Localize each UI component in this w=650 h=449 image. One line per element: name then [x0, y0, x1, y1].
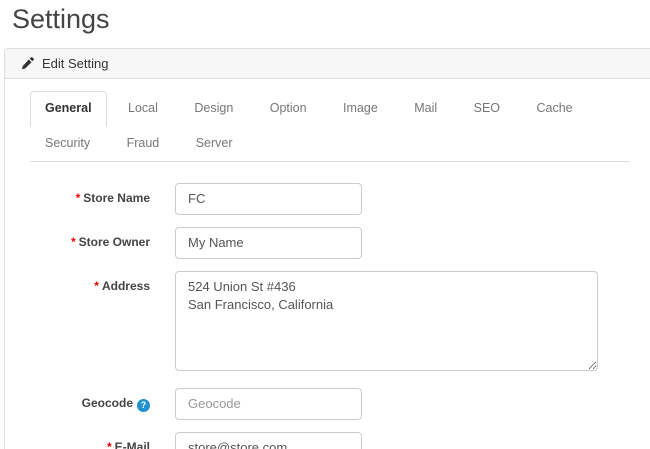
tab-general[interactable]: General	[30, 91, 107, 127]
form-group-geocode: Geocode?	[30, 387, 630, 420]
tab-fraud[interactable]: Fraud	[126, 135, 160, 150]
tab-design[interactable]: Design	[194, 101, 234, 116]
form-group-email: * E-Mail	[30, 431, 630, 449]
required-asterisk: *	[70, 234, 76, 249]
panel-heading: Edit Setting	[5, 49, 650, 80]
store-name-input[interactable]	[175, 182, 362, 215]
required-asterisk: *	[106, 439, 112, 449]
tab-security[interactable]: Security	[45, 135, 91, 150]
address-label: * Address	[94, 278, 150, 293]
tab-option[interactable]: Option	[269, 101, 307, 116]
required-asterisk: *	[75, 190, 81, 205]
form-group-store-owner: * Store Owner	[30, 226, 630, 259]
help-icon[interactable]: ?	[137, 398, 150, 412]
panel-heading-label: Edit Setting	[42, 56, 109, 72]
edit-setting-panel: Edit Setting General Local Design Option…	[4, 48, 650, 449]
pencil-icon	[21, 57, 34, 70]
geocode-label: Geocode?	[30, 388, 150, 420]
tab-image[interactable]: Image	[343, 101, 378, 116]
page-title: Settings	[12, 4, 110, 34]
email-input[interactable]	[175, 431, 362, 449]
tab-local[interactable]: Local	[128, 101, 158, 116]
tab-seo[interactable]: SEO	[473, 101, 501, 116]
store-owner-label: * Store Owner	[70, 234, 150, 249]
tab-pane-general: *Store Name *Store Owner *Address	[30, 162, 630, 449]
settings-tab-bar: General Local Design Option Image Mail S…	[30, 91, 630, 162]
required-asterisk: *	[94, 278, 99, 293]
form-group-address: * Address 524 Union St #436 San Francisco…	[30, 270, 630, 376]
tab-mail[interactable]: Mail	[414, 101, 438, 116]
store-owner-input[interactable]	[175, 226, 362, 259]
tab-cache[interactable]: Cache	[536, 101, 573, 116]
address-textarea[interactable]: 524 Union St #436 San Francisco, Califor…	[175, 270, 598, 371]
form-group-store-name: * Store Name	[30, 182, 630, 215]
store-name-label: * Store Name	[75, 190, 150, 205]
geocode-input[interactable]	[175, 387, 362, 420]
panel-body: General Local Design Option Image Mail S…	[5, 79, 650, 449]
tab-server[interactable]: Server	[195, 135, 233, 150]
email-label: * E-Mail	[30, 432, 150, 449]
